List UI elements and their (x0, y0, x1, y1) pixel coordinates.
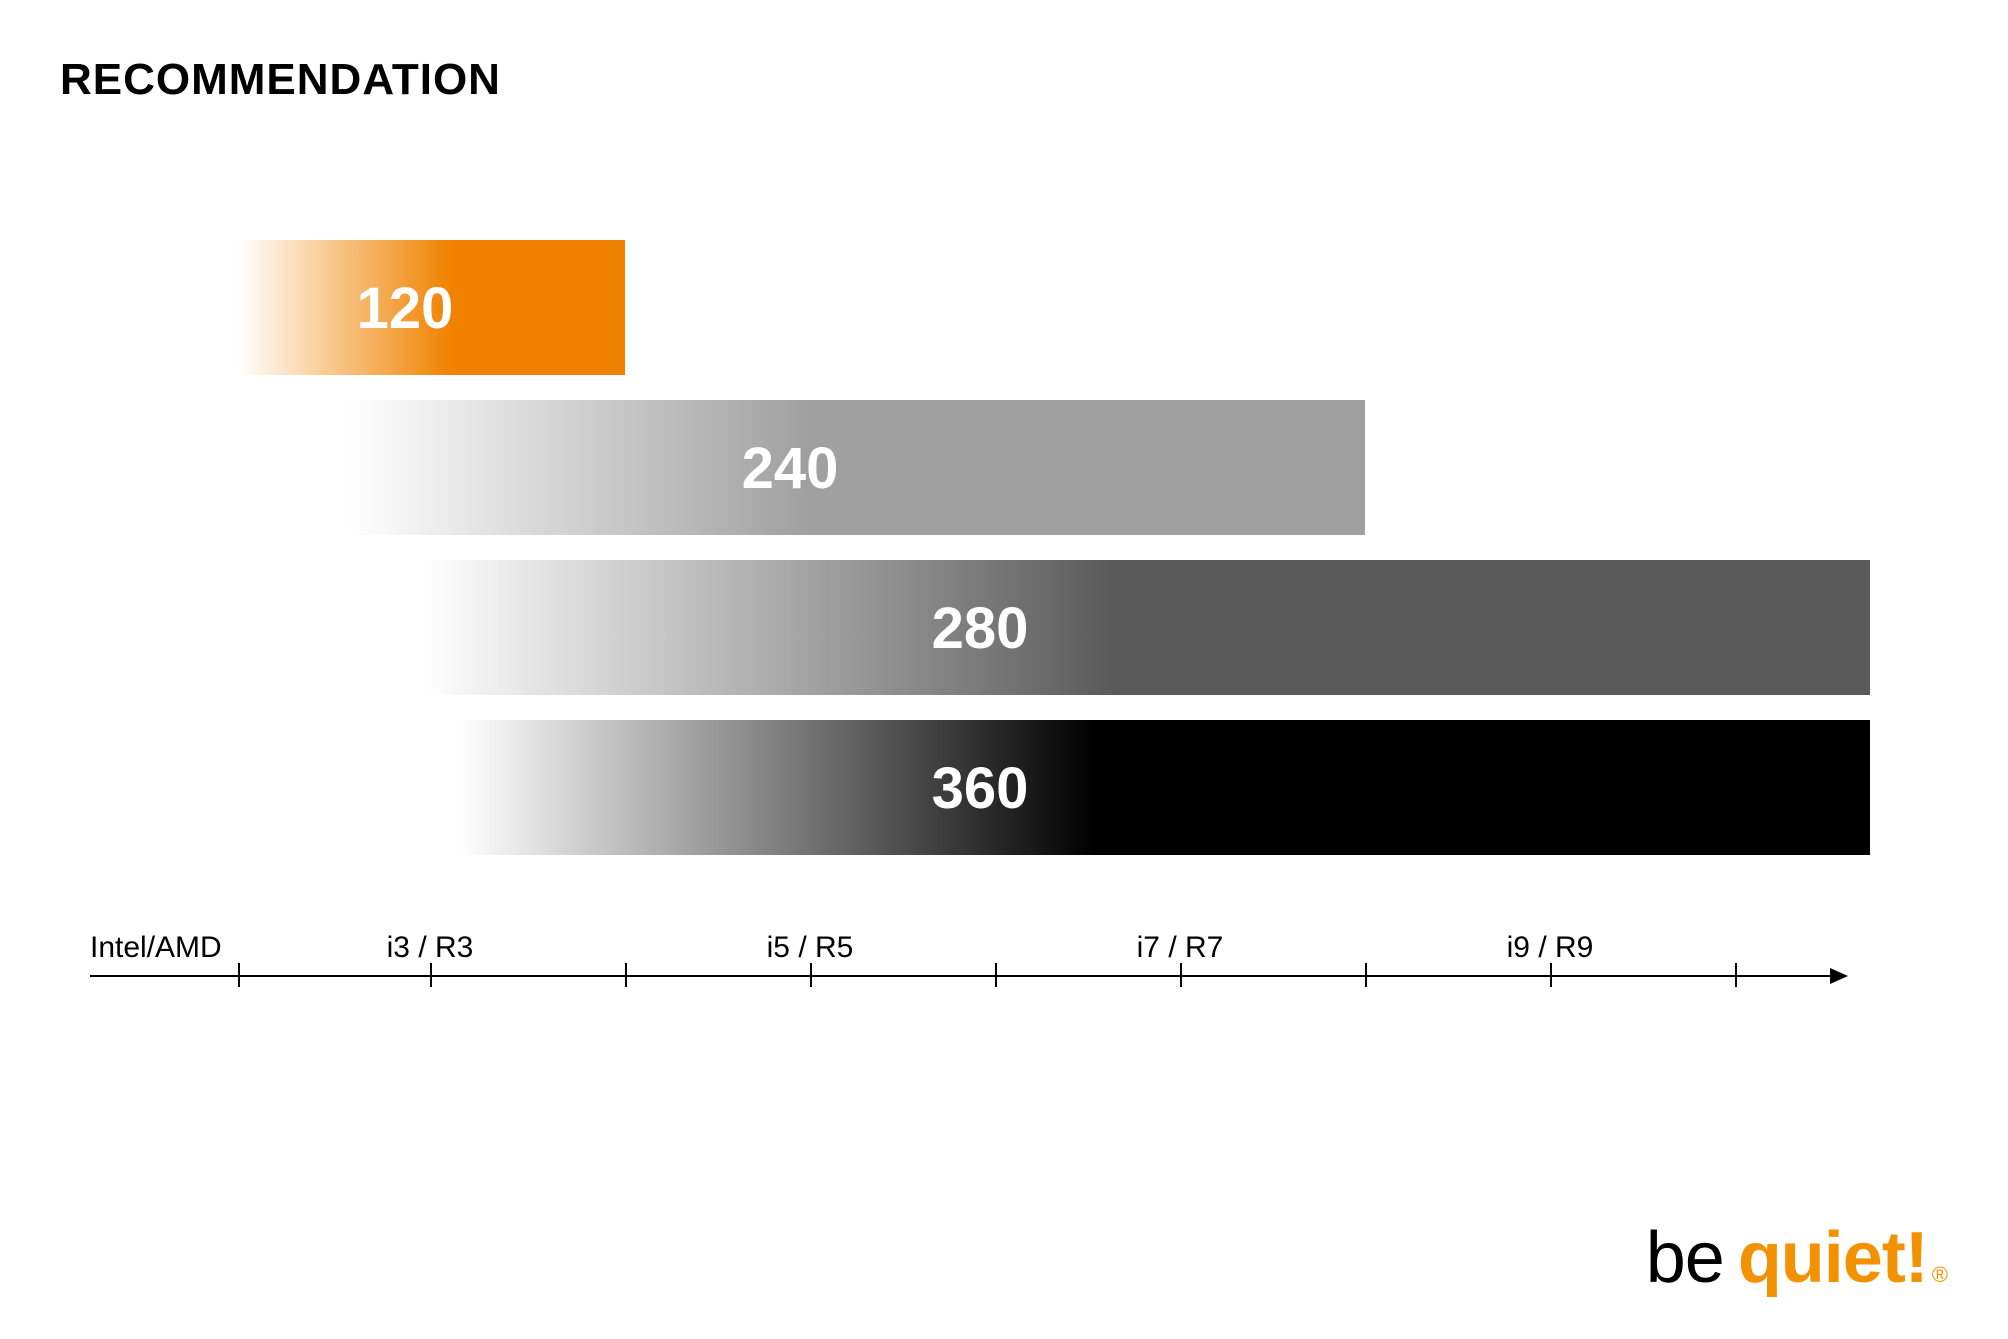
axis-tick (1365, 963, 1367, 987)
bar-label: 240 (742, 435, 839, 502)
axis-tick (810, 963, 812, 987)
axis-tick-label: i3 / R3 (387, 931, 474, 965)
bar-label: 120 (357, 275, 454, 342)
bar-label: 280 (932, 595, 1029, 662)
chart-title: RECOMMENDATION (60, 55, 501, 105)
logo-registered-icon: ® (1932, 1262, 1948, 1288)
axis-tick (995, 963, 997, 987)
axis-line (90, 975, 1830, 977)
brand-logo: be quiet! ® (1646, 1217, 1948, 1299)
axis-tick-label: i5 / R5 (767, 931, 854, 965)
logo-quiet-text: quiet! (1738, 1217, 1928, 1299)
axis-tick (1735, 963, 1737, 987)
axis-tick (1180, 963, 1182, 987)
logo-be-text: be (1646, 1217, 1724, 1299)
axis-tick (238, 963, 240, 987)
axis-tick-label: i7 / R7 (1137, 931, 1224, 965)
bar-label: 360 (932, 755, 1029, 822)
axis-tick (430, 963, 432, 987)
axis-origin-label: Intel/AMD (90, 931, 222, 965)
axis-arrow-icon (1830, 968, 1848, 984)
bar-120: 120 (238, 240, 625, 375)
bar-240: 240 (349, 400, 1365, 535)
axis-tick (625, 963, 627, 987)
axis-tick (1550, 963, 1552, 987)
bar-360: 360 (460, 720, 1870, 855)
bar-280: 280 (423, 560, 1870, 695)
axis-tick-label: i9 / R9 (1507, 931, 1594, 965)
